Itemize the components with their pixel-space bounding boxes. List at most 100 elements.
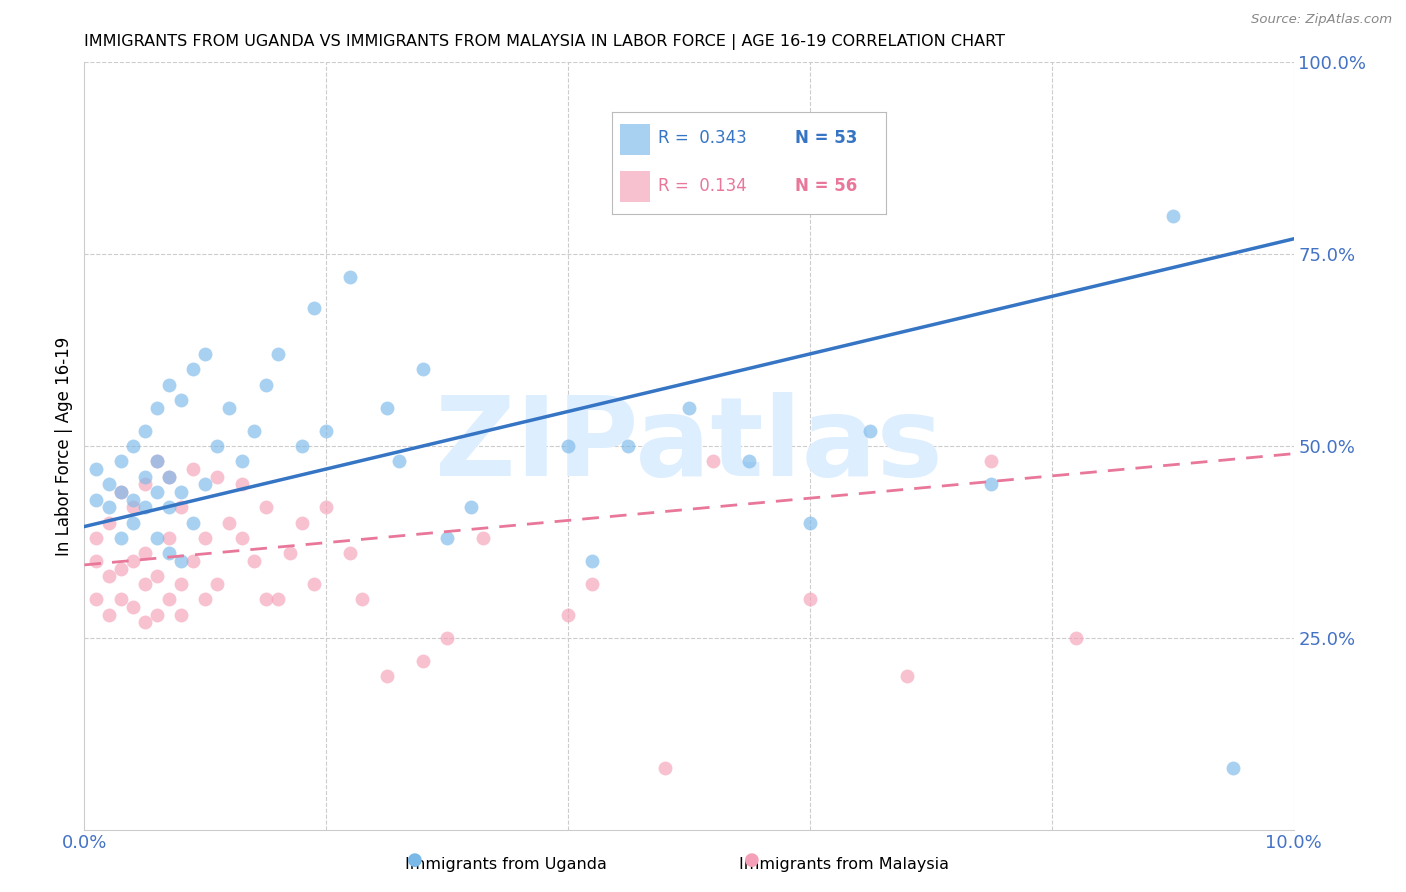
Point [170, 607, 193, 622]
Text: R =  0.343: R = 0.343 [658, 129, 747, 147]
Point [436, 531, 458, 545]
Point [134, 424, 156, 438]
Point [146, 531, 169, 545]
Point [254, 500, 277, 515]
Point [315, 424, 337, 438]
Point [302, 301, 325, 315]
Bar [620, 171, 650, 202]
Point [194, 477, 217, 491]
Point [1064, 631, 1087, 645]
Text: Immigrants from Uganda: Immigrants from Uganda [405, 857, 607, 872]
Text: N = 53: N = 53 [796, 129, 858, 147]
Point [121, 492, 143, 507]
Point [254, 377, 277, 392]
Point [157, 377, 180, 392]
Point [218, 401, 240, 415]
Point [170, 577, 193, 591]
Text: ●: ● [406, 851, 423, 869]
Point [207, 469, 229, 483]
Point [218, 516, 240, 530]
Point [194, 347, 217, 361]
Point [97, 607, 120, 622]
Point [980, 454, 1002, 468]
Point [110, 592, 132, 607]
Point [181, 362, 204, 376]
Point [110, 485, 132, 500]
Point [134, 546, 156, 560]
Point [738, 454, 761, 468]
Point [170, 500, 193, 515]
Point [315, 500, 337, 515]
Y-axis label: In Labor Force | Age 16-19: In Labor Force | Age 16-19 [55, 336, 73, 556]
Point [121, 439, 143, 453]
Point [859, 424, 882, 438]
Point [339, 270, 361, 285]
Point [412, 362, 434, 376]
Point [121, 600, 143, 615]
Point [472, 531, 495, 545]
Point [302, 577, 325, 591]
Text: IMMIGRANTS FROM UGANDA VS IMMIGRANTS FROM MALAYSIA IN LABOR FORCE | AGE 16-19 CO: IMMIGRANTS FROM UGANDA VS IMMIGRANTS FRO… [84, 34, 1005, 50]
Point [412, 654, 434, 668]
Point [375, 401, 398, 415]
Text: N = 56: N = 56 [796, 178, 858, 195]
Point [121, 516, 143, 530]
Point [121, 500, 143, 515]
Point [146, 454, 169, 468]
Point [231, 477, 253, 491]
Point [207, 577, 229, 591]
Point [86, 462, 108, 476]
Point [291, 439, 314, 453]
Point [557, 607, 579, 622]
Point [617, 439, 640, 453]
Point [170, 485, 193, 500]
Point [231, 454, 253, 468]
Point [581, 554, 603, 568]
Point [231, 531, 253, 545]
Point [134, 469, 156, 483]
Point [134, 615, 156, 630]
Point [110, 562, 132, 576]
Point [97, 516, 120, 530]
Point [86, 492, 108, 507]
Point [460, 500, 482, 515]
Point [980, 477, 1002, 491]
Point [702, 454, 724, 468]
Point [194, 531, 217, 545]
Point [170, 392, 193, 407]
Point [896, 669, 918, 683]
Point [181, 462, 204, 476]
Point [97, 477, 120, 491]
Text: Immigrants from Malaysia: Immigrants from Malaysia [738, 857, 949, 872]
Point [194, 592, 217, 607]
Point [146, 454, 169, 468]
Point [157, 500, 180, 515]
Point [110, 454, 132, 468]
Point [267, 347, 290, 361]
Point [799, 516, 821, 530]
Point [134, 500, 156, 515]
Point [1222, 761, 1244, 775]
Text: Source: ZipAtlas.com: Source: ZipAtlas.com [1251, 13, 1392, 27]
Point [278, 546, 301, 560]
Point [654, 761, 676, 775]
Point [146, 485, 169, 500]
Point [207, 439, 229, 453]
Point [86, 531, 108, 545]
Point [1161, 209, 1184, 223]
Point [157, 531, 180, 545]
Point [157, 592, 180, 607]
Point [110, 485, 132, 500]
Point [181, 516, 204, 530]
Point [581, 577, 603, 591]
Point [388, 454, 411, 468]
Point [678, 401, 700, 415]
Point [134, 577, 156, 591]
Point [86, 592, 108, 607]
Point [242, 554, 264, 568]
Point [267, 592, 290, 607]
Text: ZIPatlas: ZIPatlas [434, 392, 943, 500]
Point [352, 592, 374, 607]
Point [97, 569, 120, 583]
Point [375, 669, 398, 683]
